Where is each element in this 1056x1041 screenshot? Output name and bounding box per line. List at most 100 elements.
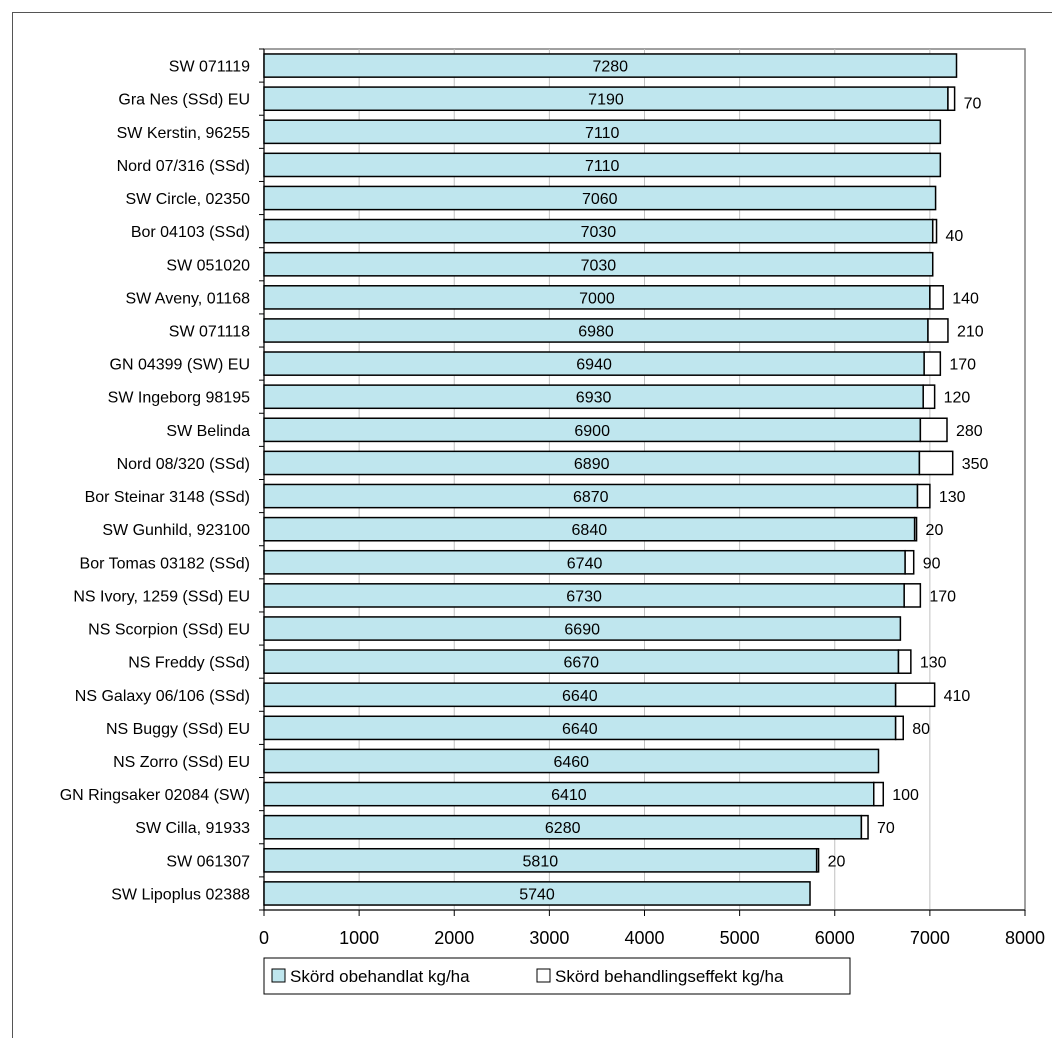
value-label-untreated: 5740 (519, 886, 555, 903)
bar-treatment-effect (927, 318, 949, 343)
bar-treatment-effect (916, 483, 931, 509)
value-label-untreated: 6410 (551, 787, 587, 804)
value-label-untreated: 6890 (574, 456, 610, 473)
bar-treatment-effect (873, 781, 885, 807)
x-tick-label-6000: 6000 (815, 928, 855, 948)
bar-treatment-effect (903, 583, 922, 608)
category-label: SW Lipoplus 02388 (111, 886, 250, 903)
value-label-treatment-effect: 130 (920, 655, 947, 672)
bar-treatment-effect (923, 351, 942, 376)
value-label-treatment-effect: 210 (957, 323, 984, 340)
value-label-treatment-effect: 70 (877, 820, 895, 837)
value-label-untreated: 7280 (592, 59, 628, 76)
value-label-untreated: 7060 (582, 191, 618, 208)
value-label-untreated: 6460 (553, 754, 589, 771)
category-label: SW 061307 (166, 853, 250, 870)
category-label: SW Circle, 02350 (126, 191, 251, 208)
value-label-treatment-effect: 280 (956, 423, 983, 440)
category-label: SW Ingeborg 98195 (108, 390, 250, 407)
value-label-untreated: 6690 (564, 622, 600, 639)
value-label-untreated: 5810 (523, 853, 559, 870)
value-label-untreated: 7030 (581, 224, 617, 241)
value-label-untreated: 7190 (588, 92, 624, 109)
bar-treatment-effect (904, 549, 915, 575)
x-tick-label-0: 0 (259, 928, 269, 948)
value-label-untreated: 7110 (585, 158, 620, 175)
value-label-treatment-effect: 100 (892, 787, 919, 804)
value-label-untreated: 6670 (563, 655, 599, 672)
value-label-untreated: 6940 (576, 357, 612, 374)
value-label-untreated: 6730 (566, 588, 602, 605)
category-label: GN Ringsaker 02084 (SW) (60, 787, 250, 804)
bar-treatment-effect (897, 649, 912, 674)
legend: Skörd obehandlat kg/ha Skörd behandlings… (263, 957, 851, 995)
value-label-untreated: 6840 (572, 522, 608, 539)
value-label-untreated: 6980 (578, 323, 614, 340)
bar-treatment-effect (894, 715, 904, 741)
value-label-treatment-effect: 90 (923, 555, 941, 572)
chart-frame (12, 12, 1052, 1038)
value-label-treatment-effect: 20 (926, 522, 944, 539)
bar-treatment-effect (929, 285, 944, 310)
value-label-treatment-effect: 40 (946, 228, 964, 245)
category-label: SW Belinda (166, 423, 250, 440)
category-label: SW 051020 (166, 257, 250, 274)
bar-treatment-effect (918, 450, 954, 476)
value-label-untreated: 6280 (545, 820, 581, 837)
bar-treatment-effect (922, 384, 936, 410)
category-label: GN 04399 (SW) EU (110, 357, 250, 374)
x-tick-label-1000: 1000 (339, 928, 379, 948)
legend-box (263, 957, 851, 995)
value-label-treatment-effect: 170 (929, 588, 956, 605)
value-label-treatment-effect: 170 (949, 357, 976, 374)
category-label: Nord 07/316 (SSd) (117, 158, 250, 175)
bar-treatment-effect (931, 218, 938, 244)
value-label-treatment-effect: 120 (944, 390, 971, 407)
value-label-untreated: 6930 (576, 390, 612, 407)
category-label: NS Buggy (SSd) EU (106, 721, 250, 738)
value-label-treatment-effect: 410 (944, 688, 971, 705)
category-label: NS Zorro (SSd) EU (113, 754, 250, 771)
category-label: SW 071119 (169, 59, 250, 76)
legend-swatch-treatment-effect (536, 968, 551, 983)
x-tick-label-4000: 4000 (624, 928, 664, 948)
category-label: NS Ivory, 1259 (SSd) EU (73, 588, 250, 605)
category-label: SW Aveny, 01168 (125, 290, 250, 307)
category-label: Bor 04103 (SSd) (131, 224, 250, 241)
category-label: Bor Tomas 03182 (SSd) (80, 555, 250, 572)
bar-treatment-effect (913, 516, 918, 542)
value-label-treatment-effect: 140 (952, 290, 979, 307)
bar-treatment-effect (919, 417, 948, 443)
category-label: NS Freddy (SSd) (128, 655, 250, 672)
category-label: SW Gunhild, 923100 (102, 522, 250, 539)
category-label: SW Kerstin, 96255 (117, 125, 251, 142)
bar-treatment-effect (947, 86, 956, 112)
value-label-untreated: 6640 (562, 721, 598, 738)
x-axis: 0 1000 2000 3000 4000 5000 6000 7000 8000 (259, 48, 1045, 948)
x-tick-label-3000: 3000 (529, 928, 569, 948)
bars (263, 53, 958, 906)
x-tick-label-5000: 5000 (720, 928, 760, 948)
legend-label-untreated: Skörd obehandlat kg/ha (290, 967, 470, 986)
category-label: Bor Steinar 3148 (SSd) (85, 489, 250, 506)
value-label-treatment-effect: 20 (828, 853, 846, 870)
x-tick-label-7000: 7000 (910, 928, 950, 948)
x-tick-label-2000: 2000 (434, 928, 474, 948)
value-label-untreated: 6900 (574, 423, 610, 440)
value-label-treatment-effect: 130 (939, 489, 966, 506)
value-label-treatment-effect: 70 (964, 96, 982, 113)
value-label-untreated: 6740 (567, 555, 603, 572)
bar-treatment-effect (894, 682, 936, 708)
bar-treatment-effect (815, 847, 820, 873)
value-label-untreated: 7030 (581, 257, 617, 274)
category-label: SW 071118 (169, 323, 250, 340)
bar-treatment-effect (860, 814, 869, 840)
value-label-untreated: 7110 (585, 125, 620, 142)
value-label-untreated: 7000 (579, 290, 615, 307)
value-label-untreated: 6640 (562, 688, 598, 705)
value-labels: 7280 7190 70 7110 7110 7060 7030 40 7030 7000 140 6… (519, 59, 988, 904)
value-label-treatment-effect: 350 (962, 456, 989, 473)
legend-swatch-untreated (271, 968, 286, 983)
category-labels: SW 071119 Gra Nes (SSd) EU SW Kerstin, 962… (60, 59, 250, 904)
